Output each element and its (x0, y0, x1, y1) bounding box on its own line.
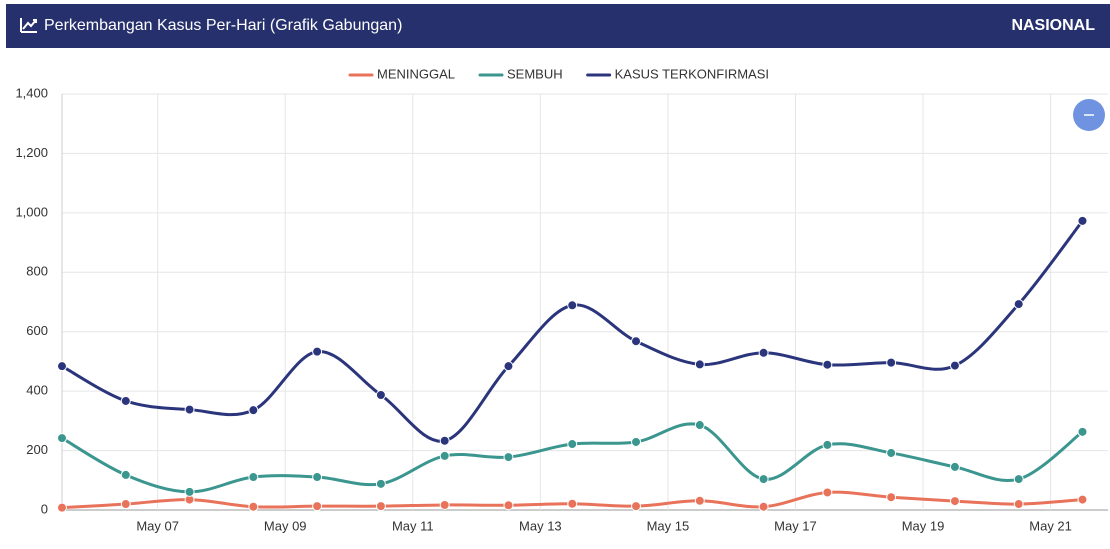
data-point (822, 439, 833, 450)
data-point (694, 359, 705, 370)
y-tick-label: 600 (26, 323, 48, 338)
legend-label: KASUS TERKONFIRMASI (615, 66, 769, 81)
data-point (631, 336, 642, 347)
data-point (567, 300, 578, 311)
x-tick-label: May 07 (136, 518, 179, 533)
x-tick-label: May 17 (774, 518, 817, 533)
data-point (1013, 499, 1024, 510)
x-tick-label: May 11 (392, 518, 434, 533)
data-point (758, 347, 769, 358)
data-point (248, 472, 259, 483)
header-region: NASIONAL (1011, 17, 1095, 34)
data-point (439, 499, 450, 510)
data-point (822, 487, 833, 498)
data-point (822, 359, 833, 370)
header-title: Perkembangan Kasus Per-Hari (Grafik Gabu… (44, 17, 402, 34)
data-point (1077, 494, 1088, 505)
data-point (1013, 474, 1024, 485)
data-point (694, 420, 705, 431)
data-point (886, 357, 897, 368)
data-point (312, 346, 323, 357)
y-tick-label: 0 (41, 501, 48, 516)
data-point (375, 390, 386, 401)
data-point (631, 436, 642, 447)
header-bar (6, 4, 1110, 48)
data-point (375, 501, 386, 512)
series-line (61, 422, 1084, 494)
data-point (886, 447, 897, 458)
data-point (248, 501, 259, 512)
data-point (567, 439, 578, 450)
data-point (1013, 299, 1024, 310)
series-line (61, 219, 1084, 443)
y-tick-label: 400 (26, 383, 48, 398)
data-point (375, 478, 386, 489)
data-point (57, 361, 67, 372)
x-tick-label: May 09 (264, 518, 307, 533)
data-point (120, 395, 131, 406)
data-point (949, 461, 960, 472)
data-point (758, 474, 769, 485)
data-point (949, 360, 960, 371)
y-tick-label: 1,400 (15, 85, 48, 100)
data-point (949, 496, 960, 507)
data-point (567, 498, 578, 509)
data-point (439, 435, 450, 446)
data-point (57, 502, 67, 513)
x-tick-label: May 15 (647, 518, 690, 533)
y-tick-label: 1,000 (15, 204, 48, 219)
data-point (694, 495, 705, 506)
data-point (184, 486, 195, 497)
data-point (120, 469, 131, 480)
data-point (503, 500, 514, 511)
data-point (1077, 426, 1088, 437)
x-tick-label: May 19 (902, 518, 945, 533)
data-point (312, 472, 323, 483)
data-point (886, 492, 897, 503)
legend-label: SEMBUH (507, 66, 563, 81)
data-point (312, 501, 323, 512)
data-point (631, 501, 642, 512)
data-point (1077, 215, 1088, 226)
data-point (503, 452, 514, 463)
chart-icon (20, 18, 37, 33)
y-tick-label: 800 (26, 264, 48, 279)
x-tick-label: May 21 (1029, 518, 1072, 533)
y-tick-label: 1,200 (15, 145, 48, 160)
data-point (57, 433, 67, 444)
data-point (503, 361, 514, 372)
data-point (120, 499, 131, 510)
legend-label: MENINGGAL (377, 66, 455, 81)
data-point (248, 405, 259, 416)
y-tick-label: 200 (26, 442, 48, 457)
data-point (439, 450, 450, 461)
x-tick-label: May 13 (519, 518, 562, 533)
data-point (184, 404, 195, 415)
data-point (758, 501, 769, 512)
